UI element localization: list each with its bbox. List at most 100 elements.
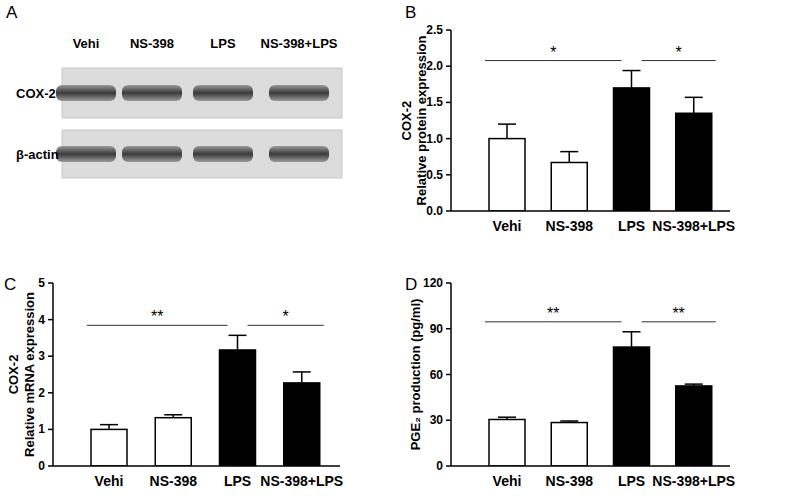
error-bar: [693, 97, 695, 113]
y-tick: [446, 210, 451, 212]
bars: [489, 332, 712, 466]
lane-label: Vehi: [73, 36, 100, 51]
y-tick: [446, 465, 451, 467]
x-tick-label: NS-398: [150, 473, 198, 489]
blot-band: [122, 146, 182, 162]
error-cap: [498, 416, 516, 418]
bar: [676, 113, 712, 211]
y-tick: [446, 174, 451, 176]
x-axis: [451, 210, 730, 212]
bar: [220, 350, 256, 466]
y-tick: [446, 420, 451, 422]
y-tick: [48, 355, 53, 357]
error-cap: [623, 70, 641, 72]
lane-label: NS-398: [130, 36, 174, 51]
y-tick: [48, 282, 53, 284]
error-cap: [100, 424, 118, 426]
bar: [614, 88, 650, 211]
significance-label: **: [151, 308, 163, 325]
figure: A Vehi NS-398 LPS NS-398+LPS COX-2 β-actin B COX…: [0, 0, 800, 498]
y-tick: [446, 65, 451, 67]
panel-label: C: [4, 275, 16, 294]
lane-label: LPS: [210, 36, 236, 51]
y-tick-label: 0.5: [426, 168, 443, 182]
axis-label: COX-2: [399, 101, 414, 141]
y-tick-label: 0: [436, 459, 443, 473]
error-cap: [685, 97, 703, 99]
error-cap: [685, 383, 703, 385]
blot-band: [193, 146, 253, 162]
error-bar: [631, 332, 633, 347]
blot-band: [56, 146, 116, 162]
y-tick: [446, 102, 451, 104]
bar-panel: DPGE₂ production (pg/ml)0306090120VehiNS…: [405, 275, 735, 489]
y-axis: [450, 30, 452, 211]
bar: [489, 419, 525, 466]
error-cap: [229, 335, 247, 337]
y-tick-label: 30: [430, 413, 444, 427]
y-tick-label: 0: [38, 459, 45, 473]
axis-label: COX-2: [6, 355, 21, 395]
y-tick-label: 90: [430, 322, 444, 336]
y-tick-label: 120: [423, 276, 443, 290]
y-tick-label: 1.5: [426, 95, 443, 109]
blot-band: [269, 146, 329, 162]
x-tick-label: NS-398: [546, 473, 594, 489]
error-cap: [623, 331, 641, 333]
bar-panel: CCOX-2Relative mRNA expression012345Vehi…: [4, 275, 343, 489]
x-tick-label: NS-398: [546, 218, 594, 234]
error-cap: [498, 123, 516, 125]
x-tick-label: Vehi: [95, 473, 124, 489]
x-tick-label: NS-398+LPS: [652, 218, 735, 234]
bar: [614, 347, 650, 466]
significance-label: *: [283, 308, 289, 325]
error-bar: [569, 152, 571, 163]
x-tick-label: NS-398+LPS: [260, 473, 343, 489]
blot-band: [56, 85, 116, 101]
bar: [489, 139, 525, 211]
bar: [155, 418, 191, 466]
y-tick: [446, 374, 451, 376]
significance-label: *: [550, 44, 556, 61]
error-bar: [631, 71, 633, 88]
y-tick-label: 1: [38, 422, 45, 436]
panel-label: A: [6, 3, 18, 22]
bar: [676, 386, 712, 466]
y-tick-label: 60: [430, 368, 444, 382]
significance-label: **: [547, 305, 559, 322]
y-tick-label: 1.0: [426, 132, 443, 146]
y-tick-label: 4: [38, 313, 45, 327]
y-tick-label: 0.0: [426, 204, 443, 218]
error-cap: [560, 420, 578, 422]
y-tick: [48, 319, 53, 321]
x-tick-label: Vehi: [493, 473, 522, 489]
x-tick-label: LPS: [618, 473, 645, 489]
error-cap: [560, 151, 578, 153]
blot-band: [269, 85, 329, 101]
y-tick: [48, 392, 53, 394]
lane-label: NS-398+LPS: [261, 36, 338, 51]
y-tick: [446, 282, 451, 284]
y-tick-label: 3: [38, 349, 45, 363]
significance-label: *: [676, 44, 682, 61]
x-tick-label: Vehi: [493, 218, 522, 234]
panel-label: B: [405, 3, 416, 22]
bars: [91, 335, 320, 466]
y-axis: [52, 283, 54, 466]
bar: [91, 429, 127, 466]
error-cap: [164, 414, 182, 416]
row-label: COX-2: [16, 86, 56, 101]
bar: [284, 383, 320, 466]
significance-label: **: [672, 305, 684, 322]
y-tick: [446, 29, 451, 31]
row-label: β-actin: [16, 147, 59, 162]
x-tick-label: NS-398+LPS: [652, 473, 735, 489]
error-bar: [301, 372, 303, 383]
error-bar: [237, 335, 239, 350]
error-cap: [293, 371, 311, 373]
y-tick-label: 2.0: [426, 59, 443, 73]
axis-label: Relative mRNA expression: [22, 292, 37, 457]
y-tick-label: 2: [38, 386, 45, 400]
blot-band: [122, 85, 182, 101]
y-tick-label: 2.5: [426, 23, 443, 37]
